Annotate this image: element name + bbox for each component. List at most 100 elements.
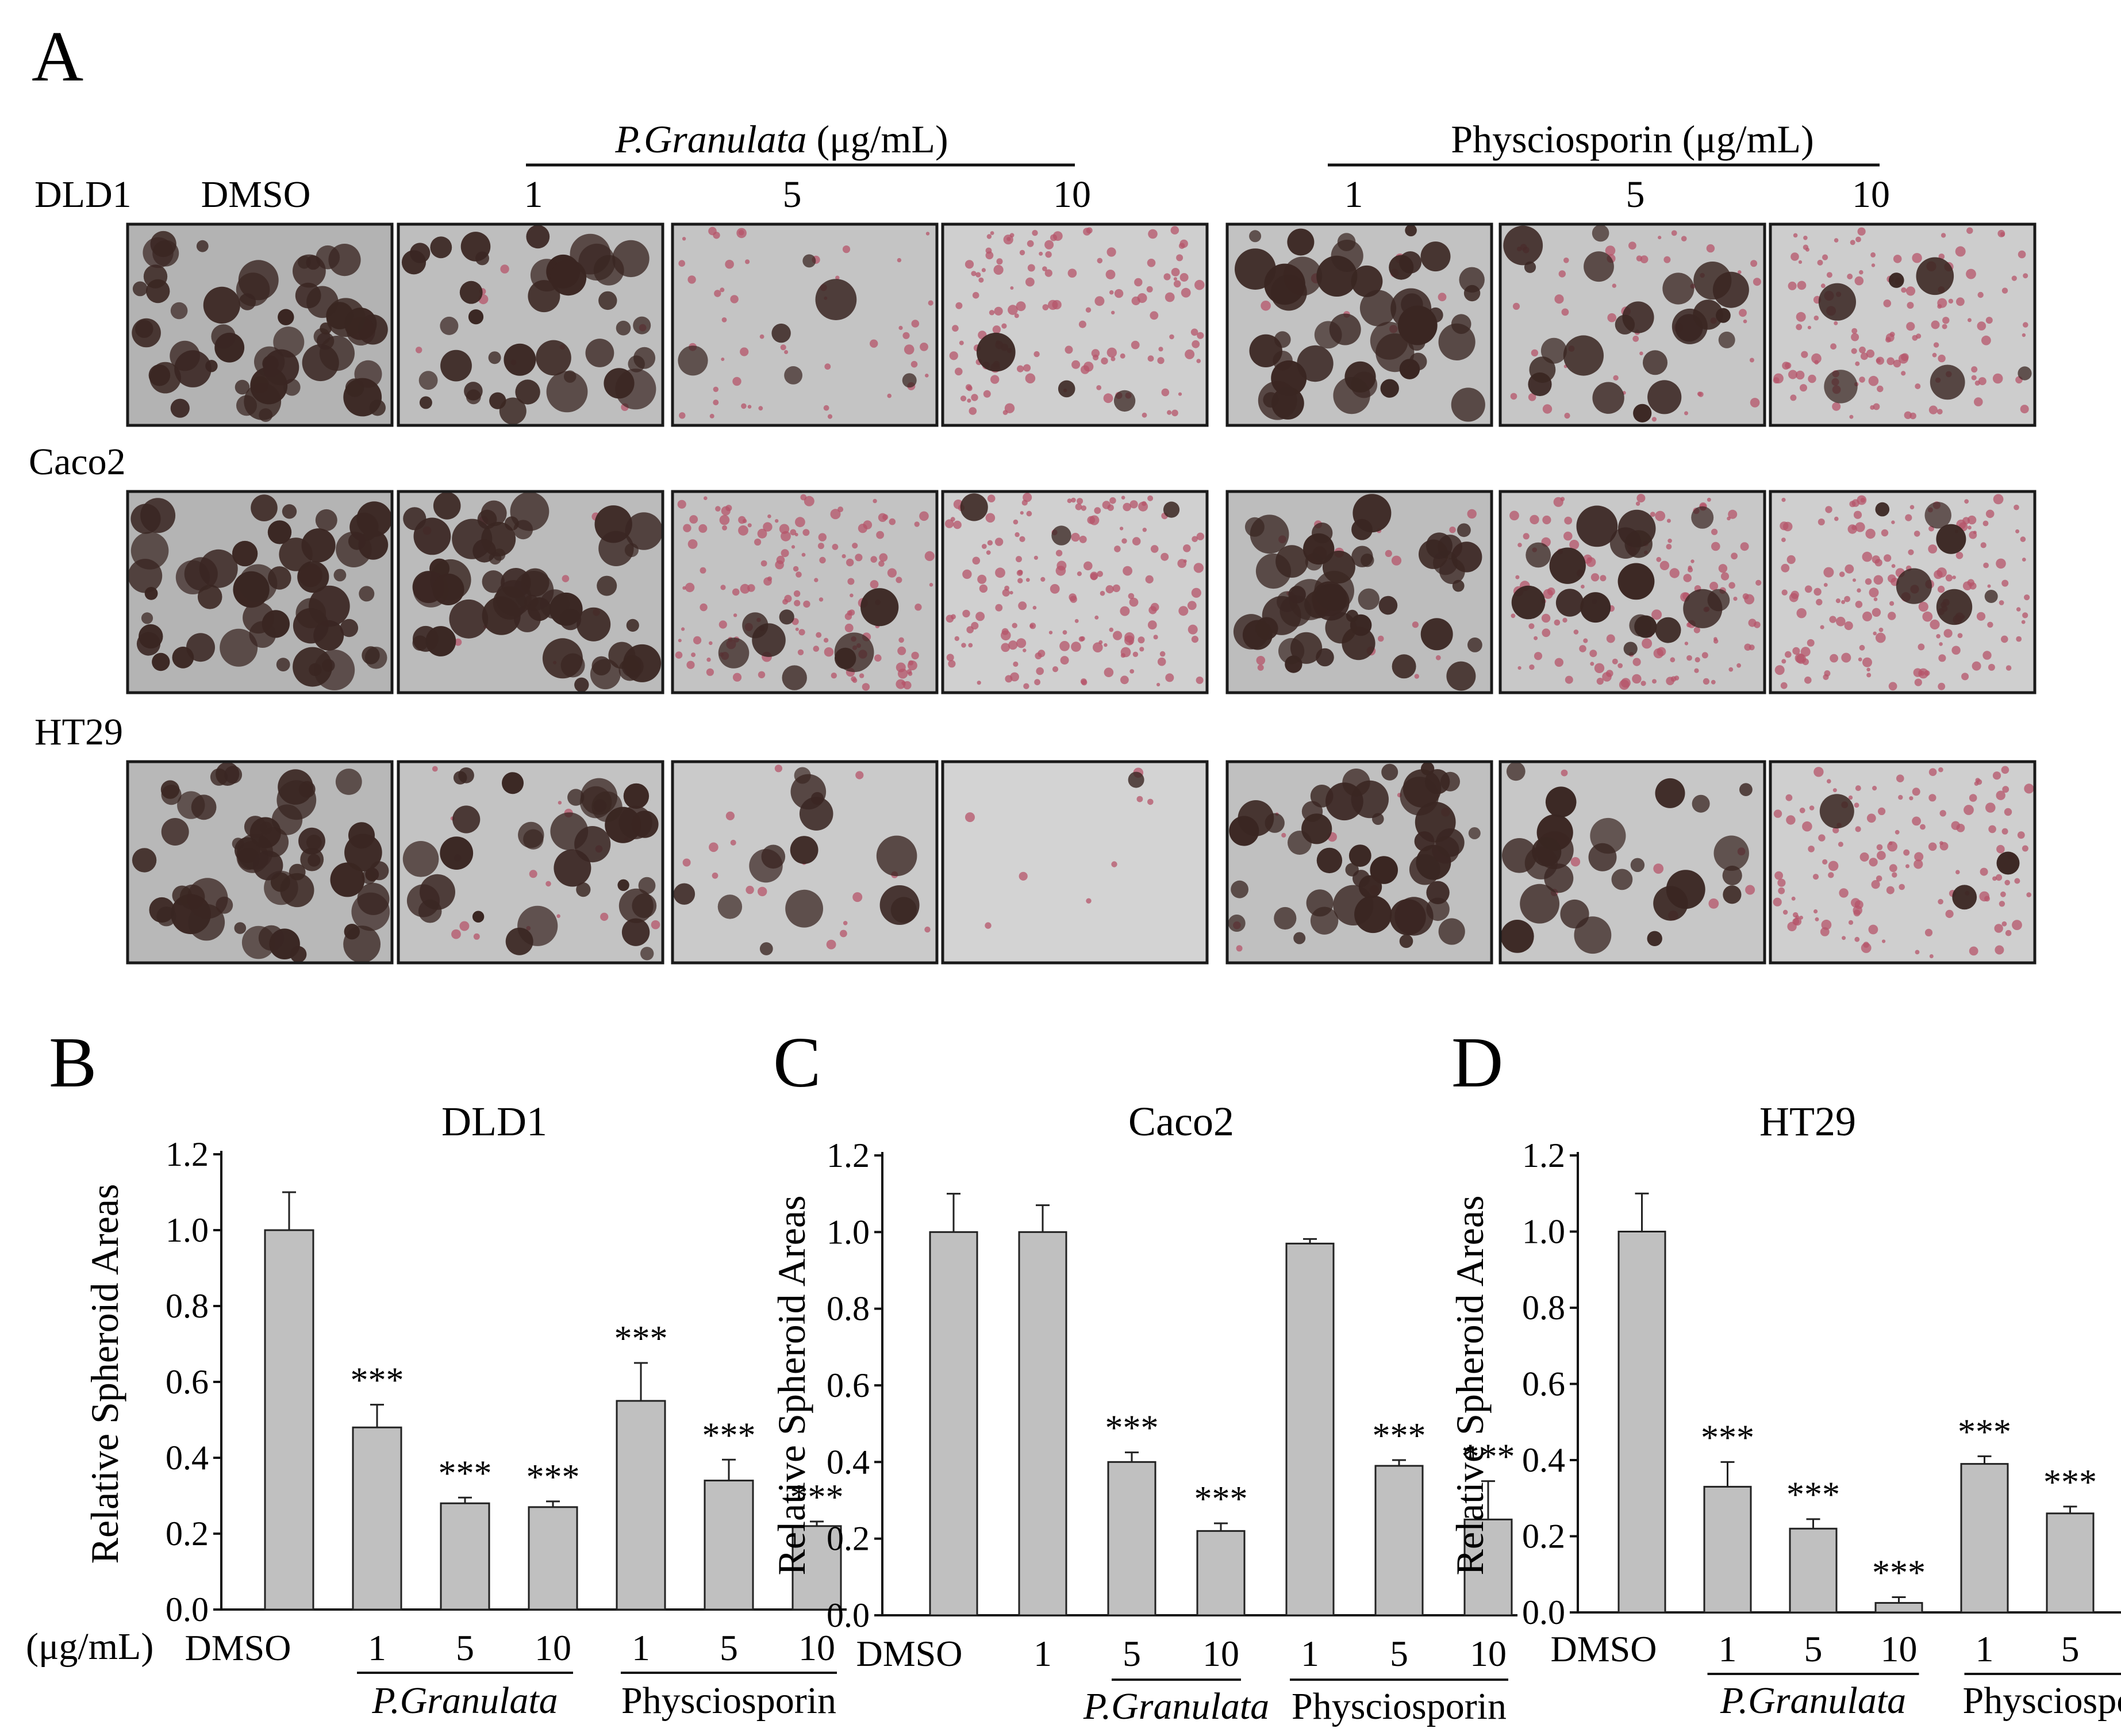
stained-cell (1684, 411, 1688, 416)
stained-cell (801, 552, 806, 557)
stained-cell (2014, 504, 2019, 510)
stained-cell (1106, 247, 1116, 257)
stained-cell (1915, 383, 1921, 389)
spheroid (1405, 224, 1417, 237)
stained-cell (874, 654, 882, 662)
stained-cell (1137, 293, 1147, 303)
spheroid (235, 379, 250, 395)
stained-cell (1728, 509, 1738, 519)
stained-cell (747, 523, 752, 528)
stained-cell (962, 569, 972, 579)
stained-cell (1868, 375, 1879, 386)
stained-cell (706, 657, 711, 662)
stained-cell (1123, 566, 1132, 576)
spheroid (1278, 638, 1305, 665)
stained-cell (1957, 633, 1963, 638)
stained-cell (1196, 359, 1201, 363)
spheroid (834, 632, 874, 673)
stained-cell (1153, 635, 1158, 640)
stained-cell (1581, 585, 1585, 589)
micrograph-ht29-pg-1 (397, 760, 664, 965)
stained-cell (1001, 323, 1007, 329)
spheroid (1051, 525, 1071, 546)
stained-cell (1943, 629, 1953, 638)
stained-cell (1509, 510, 1519, 521)
stained-cell (1922, 611, 1933, 622)
stained-cell (2026, 892, 2031, 897)
chart-caco2-y-tick-label: 0.6 (827, 1366, 870, 1404)
stained-cell (1385, 550, 1392, 558)
stained-cell (725, 259, 734, 269)
stained-cell (1996, 790, 2005, 800)
stained-cell (2014, 878, 2020, 884)
stained-cell (791, 545, 796, 549)
stained-cell (1612, 658, 1618, 665)
micrograph-frame (941, 490, 1209, 694)
spheroid (1438, 323, 1476, 361)
stained-cell (831, 673, 837, 679)
stained-cell (975, 612, 985, 621)
stained-cell (1834, 516, 1839, 521)
stained-cell (1014, 313, 1019, 318)
stained-cell (1994, 924, 2003, 933)
stained-cell (1236, 945, 1243, 952)
stained-cell (990, 375, 1000, 384)
stained-cell (1111, 310, 1115, 314)
spheroid (1584, 251, 1614, 282)
stained-cell (1183, 559, 1187, 563)
stained-cell (1091, 349, 1100, 358)
stained-cell (1828, 872, 1834, 878)
stained-cell (1829, 616, 1836, 623)
spheroid (132, 848, 157, 873)
stained-cell (1848, 795, 1853, 800)
stained-cell (719, 514, 730, 525)
stained-cell (720, 585, 726, 590)
stained-cell (1019, 871, 1028, 881)
spheroid (300, 847, 324, 871)
spheroid (510, 491, 550, 531)
stained-cell (1855, 785, 1861, 792)
stained-cell (1834, 238, 1839, 243)
chart-caco2-plot: 0.0 0.2 0.4 0.6 0.8 1.0 1.2 DMSO 1 *** 5 *** 10 1 *** 5… (827, 1136, 1517, 1727)
stained-cell (1877, 385, 1884, 393)
spheroid (752, 623, 786, 657)
spheroid (1351, 265, 1383, 297)
stained-cell (1009, 233, 1015, 238)
chart-ht29: D HT29 Relative Spheroid Areas 0.0 0.2 0.4… (1448, 1023, 2121, 1722)
stained-cell (683, 524, 691, 532)
stained-cell (1969, 946, 1978, 956)
stained-cell (1165, 673, 1174, 682)
spheroid (550, 812, 589, 851)
spheroid (452, 805, 481, 834)
stained-cell (1862, 657, 1872, 667)
stained-cell (835, 275, 840, 280)
stained-cell (975, 272, 981, 278)
stained-cell (1114, 289, 1124, 298)
spheroid (197, 585, 222, 609)
stained-cell (870, 580, 879, 589)
stained-cell (1853, 905, 1862, 915)
stained-cell (1728, 582, 1735, 589)
stained-cell (451, 929, 461, 939)
stained-cell (1905, 864, 1909, 869)
stained-cell (781, 531, 791, 541)
stained-cell (1791, 896, 1796, 901)
stained-cell (794, 600, 801, 606)
micrograph-dld1-ph-1 (1225, 222, 1493, 427)
stained-cell (754, 538, 762, 546)
stained-cell (1056, 560, 1067, 571)
stained-cell (1534, 652, 1543, 660)
stained-cell (1822, 254, 1828, 260)
spheroid (199, 549, 238, 588)
chart-ht29-y-tick-label: 1.2 (1522, 1136, 1565, 1174)
stained-cell (1893, 255, 1902, 263)
stained-cell (1878, 807, 1886, 815)
spheroid (633, 316, 651, 335)
stained-cell (679, 412, 686, 419)
stained-cell (1786, 555, 1796, 564)
stained-cell (1121, 496, 1125, 500)
stained-cell (1781, 537, 1786, 542)
group-title-p-granulata-unit: (μg/mL) (807, 117, 948, 161)
stained-cell (959, 340, 964, 345)
chart-ht29-category-label: 1 (1976, 1629, 1994, 1669)
